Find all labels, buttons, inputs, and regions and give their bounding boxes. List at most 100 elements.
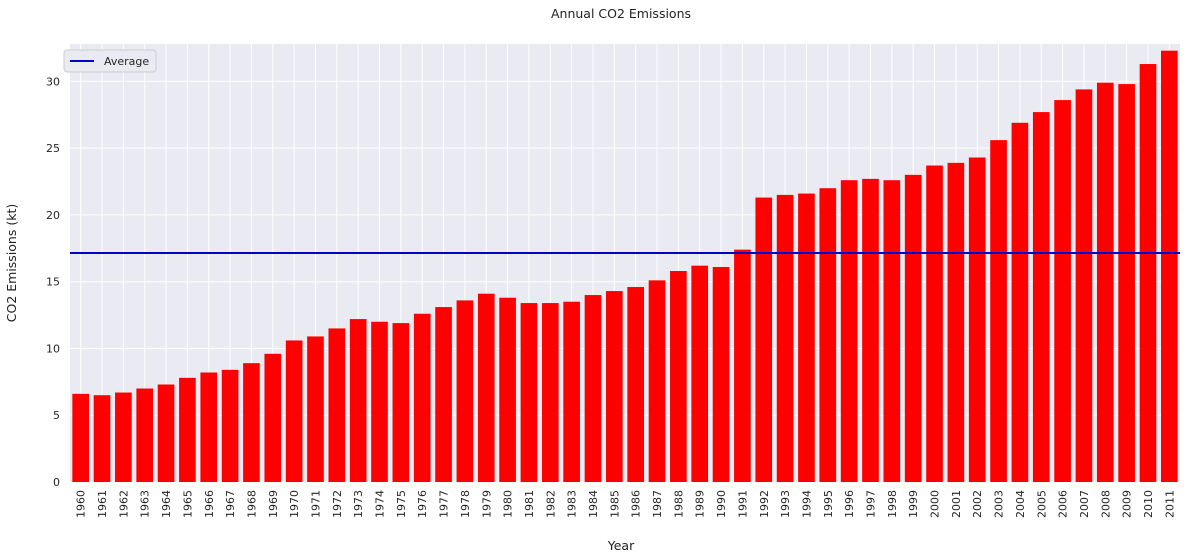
x-tick-label: 1993	[779, 490, 792, 518]
bar-1994	[798, 193, 815, 482]
x-tick-label: 2006	[1057, 490, 1070, 518]
x-tick-label: 1997	[864, 490, 877, 518]
bar-2001	[947, 162, 965, 482]
x-tick-label: 1963	[139, 490, 152, 518]
x-tick-label: 1969	[267, 490, 280, 518]
bar-2009	[1118, 84, 1135, 482]
bar-1971	[307, 336, 324, 482]
y-axis-label: CO2 Emissions (kt)	[4, 204, 19, 323]
x-tick-label: 2009	[1121, 490, 1134, 518]
bar-1966	[200, 372, 218, 482]
bar-1983	[563, 301, 580, 482]
bar-1970	[285, 340, 303, 482]
x-tick-label: 1964	[160, 490, 173, 518]
x-tick-label: 1971	[309, 490, 322, 518]
x-tick-label: 1987	[651, 490, 664, 518]
bar-1992	[755, 197, 773, 482]
x-axis-label: Year	[607, 538, 635, 553]
bar-1974	[371, 321, 388, 482]
bar-1962	[115, 392, 132, 482]
x-tick-label: 1979	[480, 490, 493, 518]
x-tick-label: 1995	[822, 490, 835, 518]
bar-1976	[413, 313, 431, 482]
y-tick-label: 0	[53, 476, 60, 489]
bar-1963	[136, 388, 154, 482]
bar-1987	[648, 280, 666, 482]
bar-1977	[435, 307, 452, 482]
x-tick-label: 1985	[608, 490, 621, 518]
x-tick-label: 2011	[1163, 490, 1176, 518]
x-tick-label: 1984	[587, 490, 600, 518]
x-tick-label: 2008	[1099, 490, 1112, 518]
bar-1981	[520, 303, 538, 482]
x-tick-label: 1990	[715, 490, 728, 518]
x-tick-label: 1991	[736, 490, 749, 518]
x-tick-label: 1975	[395, 490, 408, 518]
bar-1982	[541, 303, 559, 482]
x-tick-label: 1966	[203, 490, 216, 518]
x-tick-label: 1988	[672, 490, 685, 518]
x-tick-label: 1981	[523, 490, 536, 518]
bar-2000	[926, 165, 943, 482]
bar-1961	[93, 395, 111, 482]
y-tick-label: 5	[53, 409, 60, 422]
x-axis-ticks: 1960 1961 1962 1963 1964 1965 1966 1967 1968 1969…	[75, 490, 1177, 518]
x-tick-label: 1962	[117, 490, 130, 518]
x-tick-label: 1965	[181, 490, 194, 518]
x-tick-label: 1999	[907, 490, 920, 518]
bar-1978	[456, 300, 474, 482]
bar-2004	[1011, 122, 1029, 482]
bar-2007	[1075, 89, 1093, 482]
bar-1965	[179, 377, 196, 482]
bar-1997	[862, 178, 879, 482]
bar-1985	[606, 291, 623, 482]
x-tick-label: 2001	[950, 490, 963, 518]
bar-1998	[883, 180, 901, 482]
x-tick-label: 1976	[416, 490, 429, 518]
bar-1960	[72, 393, 89, 482]
legend-label-average: Average	[104, 55, 149, 68]
bar-1999	[904, 174, 922, 483]
bar-1990	[712, 267, 730, 482]
x-tick-label: 1982	[544, 490, 557, 518]
bar-2002	[968, 157, 986, 482]
x-tick-label: 2004	[1014, 490, 1027, 518]
legend-box	[63, 49, 157, 73]
legend: Average	[63, 49, 157, 73]
bar-2006	[1054, 100, 1071, 483]
y-tick-label: 30	[46, 75, 60, 88]
bar-1989	[691, 265, 709, 482]
x-tick-label: 1992	[758, 490, 771, 518]
x-tick-label: 2007	[1078, 490, 1091, 518]
bar-1979	[477, 293, 495, 482]
x-tick-label: 1998	[886, 490, 899, 518]
bar-1995	[819, 188, 837, 482]
bars	[72, 50, 1178, 483]
x-tick-label: 1978	[459, 490, 472, 518]
bar-1984	[584, 295, 602, 482]
x-tick-label: 1974	[374, 490, 387, 518]
x-tick-label: 1980	[502, 490, 515, 518]
x-tick-label: 2000	[929, 490, 942, 518]
x-tick-label: 1970	[288, 490, 301, 518]
bar-1968	[243, 363, 260, 482]
bar-2008	[1096, 82, 1114, 482]
bar-1980	[499, 297, 516, 482]
bar-2010	[1139, 64, 1157, 482]
x-tick-label: 1989	[694, 490, 707, 518]
x-tick-label: 1961	[96, 490, 109, 518]
x-tick-label: 2003	[993, 490, 1006, 518]
x-tick-label: 2002	[971, 490, 984, 518]
x-tick-label: 1983	[566, 490, 579, 518]
y-tick-label: 15	[46, 276, 60, 289]
bar-1969	[264, 353, 282, 482]
bar-1975	[392, 323, 410, 482]
x-tick-label: 1977	[438, 490, 451, 518]
y-axis-ticks: 0 5 10 15 20 25 30	[46, 75, 60, 489]
x-tick-label: 2005	[1035, 490, 1048, 518]
bar-1967	[221, 369, 239, 482]
y-tick-label: 25	[46, 142, 60, 155]
x-tick-label: 1973	[352, 490, 365, 518]
bar-1996	[840, 180, 858, 482]
